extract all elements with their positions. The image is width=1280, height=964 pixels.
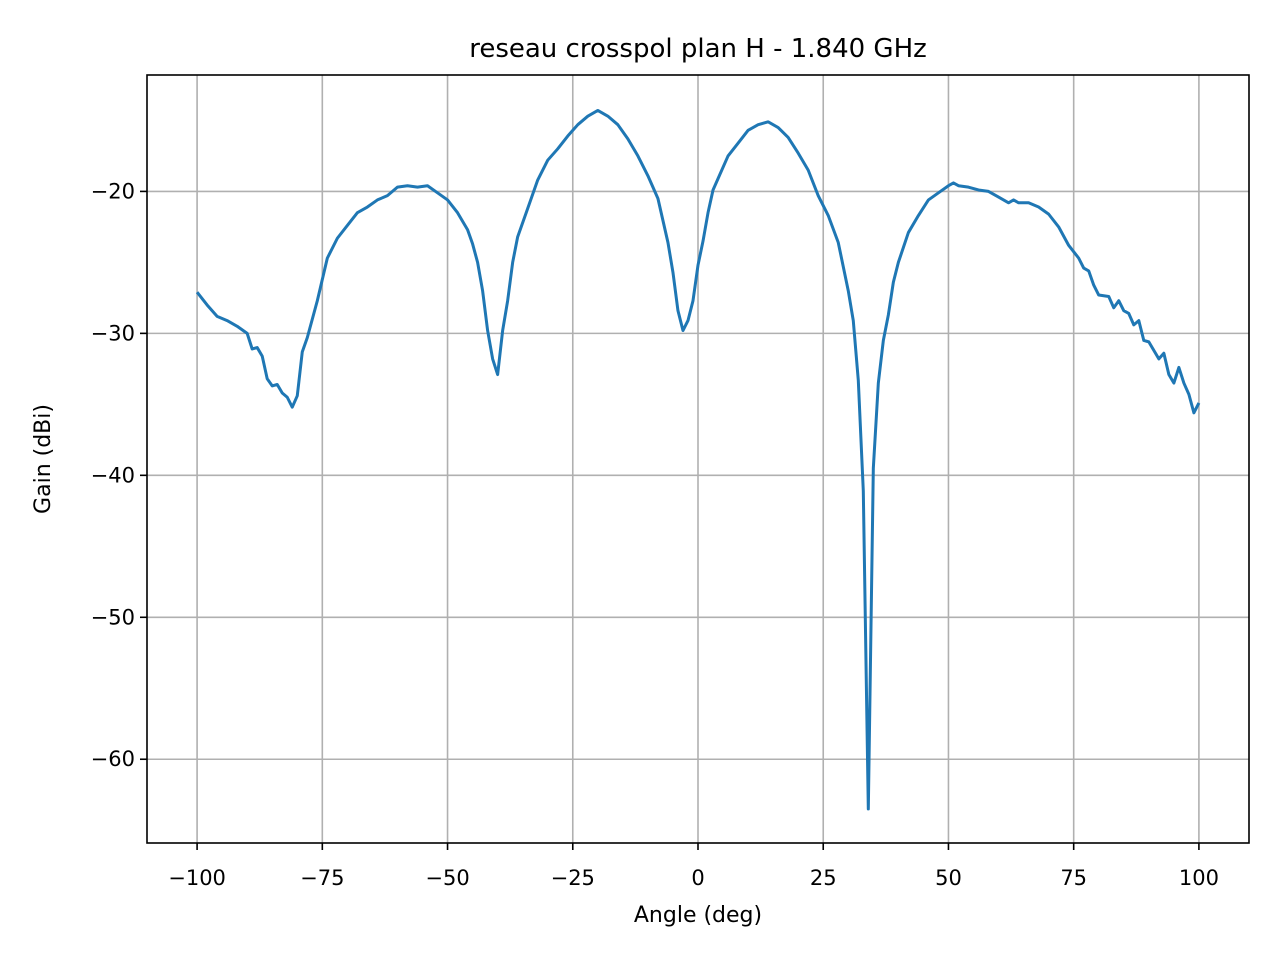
- x-tick-label: −25: [551, 866, 595, 890]
- y-tick-label: −50: [91, 605, 135, 629]
- y-tick-label: −30: [91, 321, 135, 345]
- y-tick-label: −20: [91, 179, 135, 203]
- chart-title: reseau crosspol plan H - 1.840 GHz: [469, 34, 927, 64]
- x-tick-label: 100: [1179, 866, 1219, 890]
- x-tick-label: −50: [425, 866, 469, 890]
- plot-frame: [146, 74, 1250, 844]
- x-axis-label: Angle (deg): [634, 903, 762, 928]
- y-tick-label: −40: [91, 463, 135, 487]
- x-tick-label: −100: [168, 866, 226, 890]
- x-tick-label: 0: [691, 866, 704, 890]
- x-tick-label: 50: [935, 866, 962, 890]
- y-tick-label: −60: [91, 747, 135, 771]
- x-tick-label: 75: [1060, 866, 1087, 890]
- x-tick-label: −75: [300, 866, 344, 890]
- data-line: [195, 108, 1201, 811]
- y-axis-label: Gain (dBi): [31, 404, 56, 514]
- x-tick-label: 25: [810, 866, 837, 890]
